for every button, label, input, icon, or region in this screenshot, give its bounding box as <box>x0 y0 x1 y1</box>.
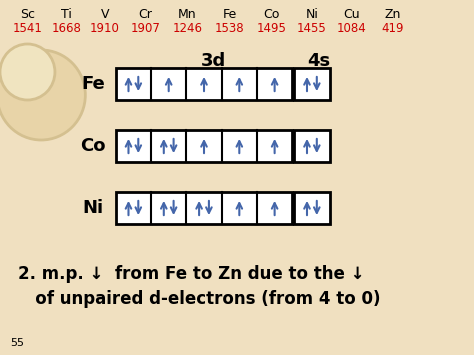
Text: 1910: 1910 <box>90 22 120 35</box>
Text: Cr: Cr <box>138 8 152 21</box>
Text: Ti: Ti <box>61 8 72 21</box>
Text: Ni: Ni <box>82 199 104 217</box>
Text: 1084: 1084 <box>336 22 366 35</box>
Text: Co: Co <box>264 8 280 21</box>
Text: 419: 419 <box>381 22 403 35</box>
Text: Cu: Cu <box>343 8 359 21</box>
Bar <box>294 68 329 100</box>
Text: of unpaired d-electrons (from 4 to 0): of unpaired d-electrons (from 4 to 0) <box>18 290 380 308</box>
Bar <box>116 192 292 224</box>
Bar <box>116 68 292 100</box>
Text: 3d: 3d <box>201 52 227 70</box>
Text: 1495: 1495 <box>257 22 287 35</box>
Bar <box>59 0 465 355</box>
Text: 1668: 1668 <box>52 22 82 35</box>
Text: 1538: 1538 <box>215 22 244 35</box>
Text: Fe: Fe <box>82 75 105 93</box>
Circle shape <box>0 44 55 100</box>
Text: 1455: 1455 <box>297 22 327 35</box>
Text: 1541: 1541 <box>12 22 42 35</box>
Text: Co: Co <box>81 137 106 155</box>
Bar <box>116 130 292 162</box>
Text: 55: 55 <box>10 338 24 348</box>
Circle shape <box>0 50 85 140</box>
Text: Sc: Sc <box>20 8 35 21</box>
Text: 1907: 1907 <box>130 22 160 35</box>
Text: 4s: 4s <box>307 52 330 70</box>
Bar <box>294 192 329 224</box>
Text: Mn: Mn <box>178 8 197 21</box>
Text: Fe: Fe <box>222 8 237 21</box>
Text: 2. m.p. ↓  from Fe to Zn due to the ↓: 2. m.p. ↓ from Fe to Zn due to the ↓ <box>18 265 364 283</box>
Text: V: V <box>100 8 109 21</box>
Text: Ni: Ni <box>305 8 319 21</box>
Bar <box>294 130 329 162</box>
Text: 1246: 1246 <box>173 22 202 35</box>
Text: Zn: Zn <box>384 8 401 21</box>
